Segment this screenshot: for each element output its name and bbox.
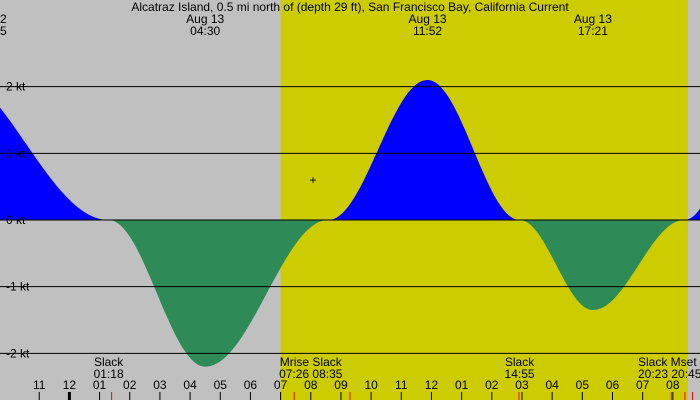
x-axis: 11 12 01 02 03 04 05 06 07 08 09 10 11 12 01 02 03 04 05 06…: [33, 378, 693, 400]
slack-time: 20:23 20:45: [638, 367, 700, 381]
extreme-date: 2: [0, 12, 7, 26]
x-tick-label: 04: [183, 378, 197, 392]
ebb-area: [110, 220, 328, 367]
slack-time: 07:26 08:35: [279, 367, 343, 381]
x-tick-label: 01: [455, 378, 469, 392]
y-tick-label: -2 kt: [6, 346, 30, 360]
x-tick-label: 07: [274, 378, 288, 392]
y-gridlines: [0, 86, 700, 354]
extreme-date: Aug 13: [186, 12, 224, 26]
extreme-time: 17:21: [578, 24, 608, 38]
y-tick-label: 0 kt: [6, 213, 26, 227]
x-tick-label: 12: [425, 378, 439, 392]
x-tick-label: 08: [304, 378, 318, 392]
x-tick-label: 04: [545, 378, 559, 392]
x-tick-label: 11: [395, 378, 408, 392]
chart-title: Alcatraz Island, 0.5 mi north of (depth …: [131, 0, 569, 14]
x-tick-label: 02: [485, 378, 499, 392]
extreme-date: Aug 13: [409, 12, 447, 26]
x-tick-label: 06: [244, 378, 258, 392]
x-tick-label: 07: [636, 378, 650, 392]
crosshair-marker: +: [309, 173, 316, 187]
flood-area: [328, 80, 519, 220]
extreme-time: 5: [0, 24, 7, 38]
y-axis-labels: 2 kt 1 kt 0 kt -1 kt -2 kt: [6, 80, 30, 361]
current-area: [0, 80, 700, 367]
y-tick-label: 1 kt: [6, 146, 26, 160]
x-tick-label: 03: [153, 378, 167, 392]
slack-label: Slack: [94, 355, 124, 369]
ebb-area: [520, 220, 684, 310]
slack-label: Slack: [505, 355, 535, 369]
x-tick-label: 08: [666, 378, 680, 392]
x-tick-label: 03: [515, 378, 529, 392]
flood-area: [684, 208, 700, 220]
x-tick-label: 02: [123, 378, 137, 392]
slack-time: 14:55: [505, 367, 535, 381]
y-tick-label: -1 kt: [6, 280, 30, 294]
x-tick-label: 05: [214, 378, 228, 392]
flood-area: [0, 107, 109, 220]
x-tick-label: 12: [63, 378, 77, 392]
extreme-date: Aug 13: [574, 12, 612, 26]
x-tick-label: 11: [33, 378, 46, 392]
x-tick-label: 10: [364, 378, 378, 392]
x-tick-label: 06: [606, 378, 620, 392]
x-tick-label: 09: [334, 378, 348, 392]
slack-label: Slack Mset: [638, 355, 697, 369]
y-tick-label: 2 kt: [6, 80, 26, 94]
slack-time: 01:18: [94, 367, 124, 381]
x-tick-label: 05: [576, 378, 590, 392]
extreme-time: 11:52: [413, 24, 442, 38]
extreme-time: 04:30: [190, 24, 220, 38]
slack-label: Mrise Slack: [280, 355, 343, 369]
x-tick-label: 01: [93, 378, 107, 392]
